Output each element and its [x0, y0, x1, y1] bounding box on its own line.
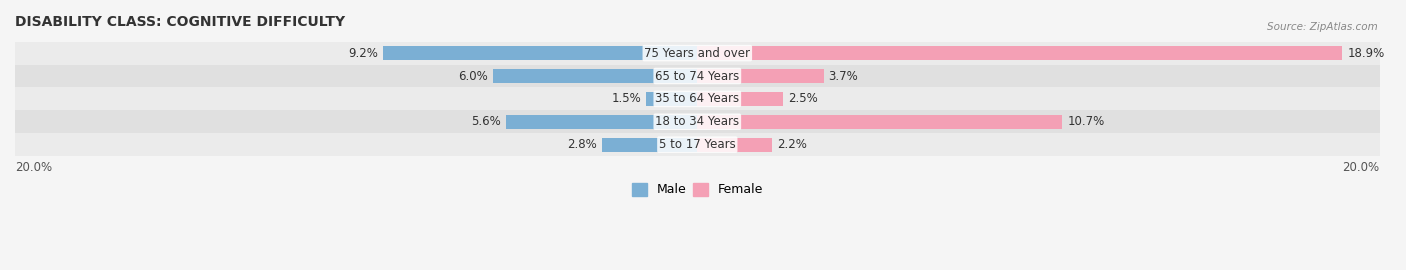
Bar — [697, 115, 1063, 129]
Text: 10.7%: 10.7% — [1067, 115, 1105, 128]
Text: 20.0%: 20.0% — [15, 161, 52, 174]
Bar — [697, 137, 772, 152]
Text: 5 to 17 Years: 5 to 17 Years — [659, 138, 735, 151]
Text: 75 Years and over: 75 Years and over — [644, 47, 751, 60]
Text: 6.0%: 6.0% — [458, 69, 488, 83]
Text: 18 to 34 Years: 18 to 34 Years — [655, 115, 740, 128]
Text: 2.2%: 2.2% — [778, 138, 807, 151]
Bar — [15, 110, 1379, 133]
Legend: Male, Female: Male, Female — [627, 178, 768, 201]
Bar — [602, 137, 697, 152]
Text: Source: ZipAtlas.com: Source: ZipAtlas.com — [1267, 22, 1378, 32]
Text: 35 to 64 Years: 35 to 64 Years — [655, 92, 740, 105]
Bar — [492, 69, 697, 83]
Bar — [15, 42, 1379, 65]
Text: DISABILITY CLASS: COGNITIVE DIFFICULTY: DISABILITY CLASS: COGNITIVE DIFFICULTY — [15, 15, 344, 29]
Bar — [697, 69, 824, 83]
Text: 18.9%: 18.9% — [1347, 47, 1385, 60]
Text: 2.8%: 2.8% — [567, 138, 596, 151]
Bar — [15, 133, 1379, 156]
Text: 3.7%: 3.7% — [828, 69, 859, 83]
Bar — [697, 46, 1343, 60]
Bar — [15, 87, 1379, 110]
Text: 9.2%: 9.2% — [349, 47, 378, 60]
Bar — [384, 46, 697, 60]
Text: 5.6%: 5.6% — [471, 115, 501, 128]
Bar — [697, 92, 783, 106]
Bar — [647, 92, 697, 106]
Text: 65 to 74 Years: 65 to 74 Years — [655, 69, 740, 83]
Bar — [15, 65, 1379, 87]
Text: 2.5%: 2.5% — [787, 92, 817, 105]
Bar — [506, 115, 697, 129]
Text: 1.5%: 1.5% — [612, 92, 641, 105]
Text: 20.0%: 20.0% — [1343, 161, 1379, 174]
